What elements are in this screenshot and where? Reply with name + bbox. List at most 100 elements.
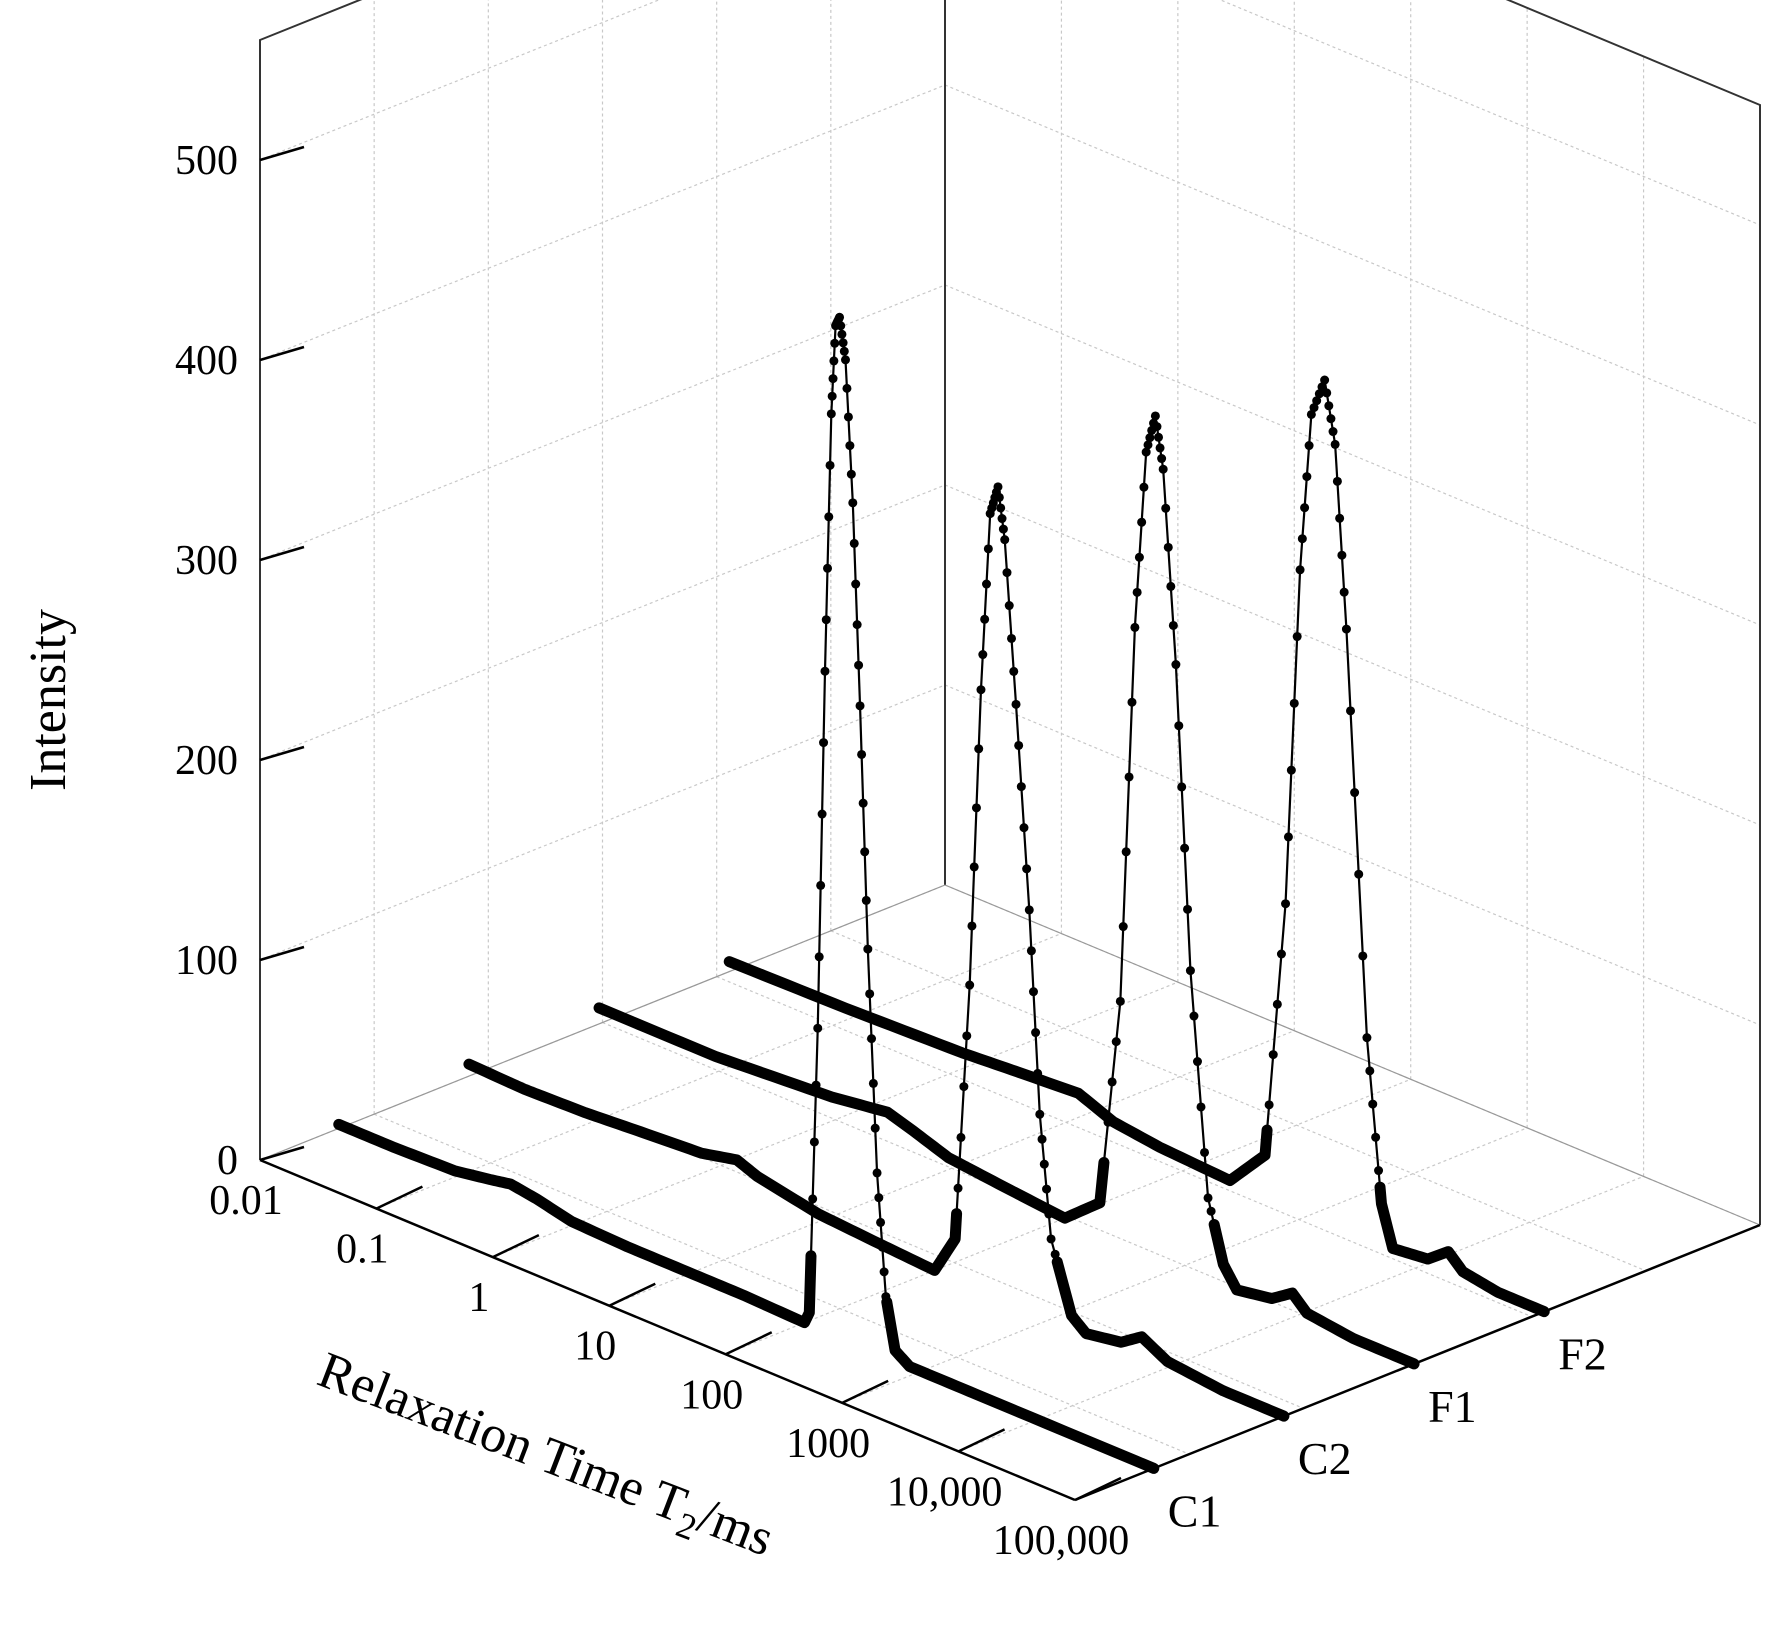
- data-point-c1: [806, 1251, 816, 1261]
- data-point-c1: [879, 1267, 889, 1277]
- data-point-f2: [1337, 550, 1347, 560]
- data-point-c1: [867, 1034, 877, 1044]
- data-point-f1: [1180, 843, 1190, 853]
- series-line-c2: [1051, 1256, 1290, 1422]
- data-point-f1: [1145, 433, 1155, 443]
- data-point-f2: [1286, 765, 1296, 775]
- x-tick-label: 0.1: [336, 1227, 389, 1273]
- data-point-f1: [1185, 966, 1195, 976]
- x-tick-label: 100: [680, 1372, 743, 1418]
- series-line-c1: [333, 1118, 817, 1329]
- data-point-f1: [1196, 1102, 1206, 1112]
- data-point-c1: [858, 798, 868, 808]
- data-point-c2: [1009, 666, 1019, 676]
- data-point-c2: [1026, 946, 1036, 956]
- data-point-c1: [816, 880, 826, 890]
- data-point-c2: [1004, 601, 1014, 611]
- z-tick-mark: [259, 545, 305, 562]
- data-point-c2: [1033, 1068, 1043, 1078]
- x-tick-label: 10: [574, 1324, 616, 1370]
- data-point-f1: [1163, 542, 1173, 552]
- series-line-c1: [881, 1296, 1160, 1474]
- data-point-c1: [823, 563, 833, 573]
- data-point-f2: [1339, 587, 1349, 597]
- data-point-f1: [1154, 432, 1164, 442]
- data-point-c1: [843, 412, 853, 422]
- data-point-f1: [1121, 847, 1131, 857]
- data-point-f2: [1322, 388, 1332, 398]
- data-point-c1: [817, 809, 827, 819]
- data-point-c2: [971, 803, 981, 813]
- data-point-c1: [846, 469, 856, 479]
- data-point-f1: [1103, 1117, 1113, 1127]
- data-point-c2: [974, 744, 984, 754]
- data-point-c1: [877, 1242, 887, 1252]
- data-point-c2: [1014, 740, 1024, 750]
- data-point-c2: [994, 492, 1004, 502]
- series-layer: [333, 312, 1550, 1474]
- data-point-c1: [870, 1123, 880, 1133]
- wall-grid-line: [259, 684, 1761, 1026]
- data-point-f1: [1183, 904, 1193, 914]
- data-point-c1: [868, 1078, 878, 1088]
- label-layer: Intensity Relaxation Time T2/ms 01002003…: [20, 138, 1607, 1568]
- data-point-f1: [1115, 996, 1125, 1006]
- series-f1: [593, 411, 1420, 1370]
- z-tick-label: 0: [217, 1138, 238, 1184]
- data-point-c1: [876, 1217, 886, 1227]
- data-point-f1: [1189, 1011, 1199, 1021]
- series-line-c2: [955, 485, 1059, 1264]
- series-c1: [333, 312, 1160, 1474]
- data-point-f2: [1264, 1100, 1274, 1110]
- data-point-c2: [1000, 535, 1010, 545]
- data-point-c2: [953, 1183, 963, 1193]
- data-point-c2: [1022, 864, 1032, 874]
- data-point-c2: [993, 482, 1003, 492]
- data-point-f1: [1200, 1147, 1210, 1157]
- series-line-c2: [463, 1058, 963, 1276]
- data-point-f2: [1300, 503, 1310, 513]
- series-line-f1: [1208, 1218, 1420, 1370]
- data-point-f1: [1203, 1193, 1213, 1203]
- data-point-c1: [819, 738, 829, 748]
- data-point-f1: [1168, 620, 1178, 630]
- data-point-c1: [825, 460, 835, 470]
- x-axis-title-main: Relaxation Time T: [311, 1342, 695, 1535]
- data-point-c2: [1037, 1134, 1047, 1144]
- data-point-f2: [1354, 869, 1364, 879]
- data-point-c1: [842, 383, 852, 393]
- data-point-c2: [959, 1082, 969, 1092]
- x-tick-label: 100,000: [993, 1518, 1130, 1564]
- data-point-c2: [1039, 1159, 1049, 1169]
- data-point-c2: [1035, 1109, 1045, 1119]
- data-point-f2: [1374, 1166, 1384, 1176]
- data-point-c1: [826, 409, 836, 419]
- x-tick-mark: [841, 1379, 889, 1404]
- data-point-f1: [1157, 454, 1167, 464]
- series-label-f2: F2: [1558, 1329, 1607, 1380]
- data-point-f1: [1174, 721, 1184, 731]
- z-tick-mark: [259, 945, 305, 962]
- data-point-f2: [1283, 832, 1293, 842]
- x-tick-mark: [492, 1234, 540, 1259]
- data-point-c2: [1011, 699, 1021, 709]
- data-point-f1: [1161, 503, 1171, 513]
- data-point-f2: [1312, 396, 1322, 406]
- y-axis-title: Intensity: [20, 609, 77, 791]
- z-tick-label: 100: [175, 938, 238, 984]
- data-point-c2: [1028, 987, 1038, 997]
- data-point-c1: [840, 355, 850, 365]
- data-point-c2: [1050, 1249, 1060, 1259]
- data-point-c2: [1016, 782, 1026, 792]
- data-point-c1: [828, 374, 838, 384]
- data-point-c1: [861, 895, 871, 905]
- data-point-f2: [1320, 375, 1330, 385]
- series-label-f1: F1: [1428, 1381, 1477, 1432]
- data-point-f1: [1143, 440, 1153, 450]
- data-point-f1: [1155, 443, 1165, 453]
- data-point-f2: [1324, 401, 1334, 411]
- data-point-c1: [820, 666, 830, 676]
- data-point-f2: [1281, 899, 1291, 909]
- data-point-c1: [837, 329, 847, 339]
